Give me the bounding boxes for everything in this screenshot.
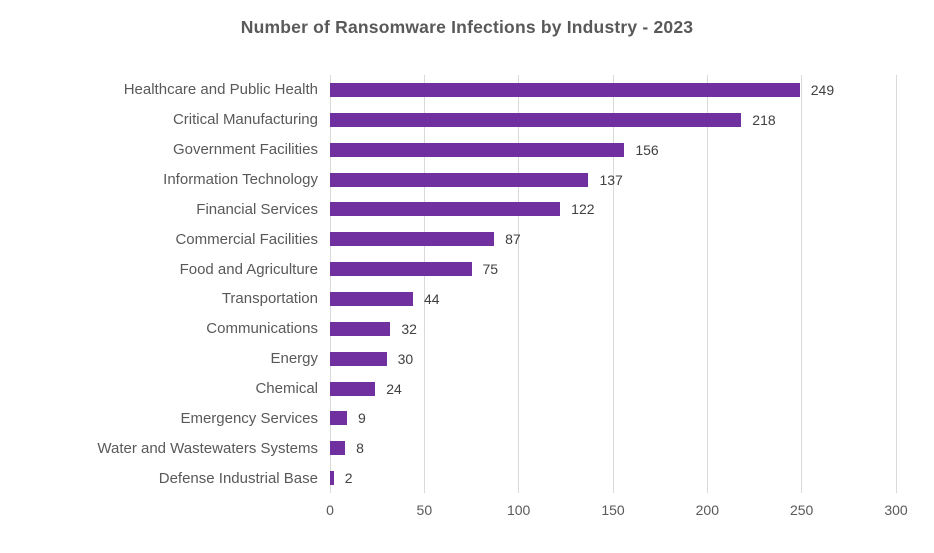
gridline xyxy=(423,75,425,493)
bar xyxy=(330,142,625,157)
bar-value-label: 8 xyxy=(356,440,364,457)
bar-value-label: 32 xyxy=(401,320,417,337)
x-axis-tick-label: 50 xyxy=(416,502,433,518)
bar xyxy=(330,411,347,426)
bar-value-label: 156 xyxy=(635,141,659,158)
category-label: Transportation xyxy=(221,290,318,308)
bar-row: 2 xyxy=(330,463,896,493)
bar xyxy=(330,471,334,486)
gridline xyxy=(801,75,803,493)
category-label: Critical Manufacturing xyxy=(172,111,318,129)
bar-value-label: 122 xyxy=(571,201,595,218)
bar-value-label: 9 xyxy=(357,410,366,427)
category-label: Government Facilities xyxy=(172,141,318,159)
bar-row: 32 xyxy=(330,314,896,344)
category-label: Chemical xyxy=(255,380,318,398)
bar-value-label: 137 xyxy=(599,171,623,188)
x-axis-tick-label: 200 xyxy=(695,502,720,518)
category-axis: Healthcare and Public Health Critical Man… xyxy=(0,75,318,493)
bar-row: 87 xyxy=(330,224,896,254)
category-label: Water and Wastewaters Systems xyxy=(97,439,318,457)
gridline xyxy=(895,75,897,493)
bar-row: 75 xyxy=(330,254,896,284)
bar-value-label: 30 xyxy=(397,350,414,367)
bar-value-label: 87 xyxy=(505,231,521,248)
gridline xyxy=(612,75,614,493)
chart-title: Number of Ransomware Infections by Indus… xyxy=(240,17,694,37)
x-axis-tick-label: 150 xyxy=(601,502,625,518)
x-axis-tick-label: 100 xyxy=(506,502,531,518)
bar-value-label: 218 xyxy=(752,111,776,128)
x-axis-tick-label: 250 xyxy=(789,502,814,518)
bar-value-label: 24 xyxy=(386,380,402,397)
category-label: Healthcare and Public Health xyxy=(123,81,318,99)
bar-value-label: 2 xyxy=(344,470,353,487)
bar xyxy=(330,381,376,396)
x-axis-tick-label: 0 xyxy=(326,502,334,518)
bar xyxy=(330,291,413,306)
bar-row: 156 xyxy=(330,135,896,165)
category-label: Defense Industrial Base xyxy=(158,469,318,487)
bar-row: 8 xyxy=(330,433,896,463)
bar-row: 122 xyxy=(330,194,896,224)
category-label: Energy xyxy=(270,350,318,368)
category-label: Commercial Facilities xyxy=(175,230,318,248)
bar-row: 24 xyxy=(330,374,896,404)
gridline xyxy=(329,75,331,493)
bar xyxy=(330,232,495,247)
bar xyxy=(330,172,589,187)
bar xyxy=(330,82,800,97)
bar-row: 249 xyxy=(330,75,896,105)
category-label: Financial Services xyxy=(196,200,318,218)
plot-area: 249 218 156 137 122 87 75 44 32 30 24 9 8 2 xyxy=(329,75,897,493)
category-label: Emergency Services xyxy=(180,409,318,427)
x-axis-tick-label: 300 xyxy=(884,502,908,518)
bar-value-label: 44 xyxy=(424,290,440,307)
bar xyxy=(330,262,472,277)
bar xyxy=(330,351,387,366)
bar-row: 30 xyxy=(330,344,896,374)
category-label: Communications xyxy=(206,320,318,338)
bar-row: 44 xyxy=(330,284,896,314)
bar xyxy=(330,202,561,217)
bar-row: 218 xyxy=(330,105,896,135)
bar-row: 137 xyxy=(330,165,896,195)
bar xyxy=(330,441,346,456)
value-axis: 0 50 100 150 200 250 300 xyxy=(326,502,908,522)
gridline xyxy=(706,75,708,493)
bar-row: 9 xyxy=(330,403,896,433)
bar-series: 249 218 156 137 122 87 75 44 32 30 24 9 8 2 xyxy=(330,75,896,493)
bar xyxy=(330,321,391,336)
category-label: Food and Agriculture xyxy=(179,260,318,278)
bar-value-label: 249 xyxy=(810,81,835,98)
bar xyxy=(330,112,742,127)
gridline xyxy=(518,75,520,493)
category-label: Information Technology xyxy=(163,171,318,188)
bar-value-label: 75 xyxy=(482,261,499,278)
